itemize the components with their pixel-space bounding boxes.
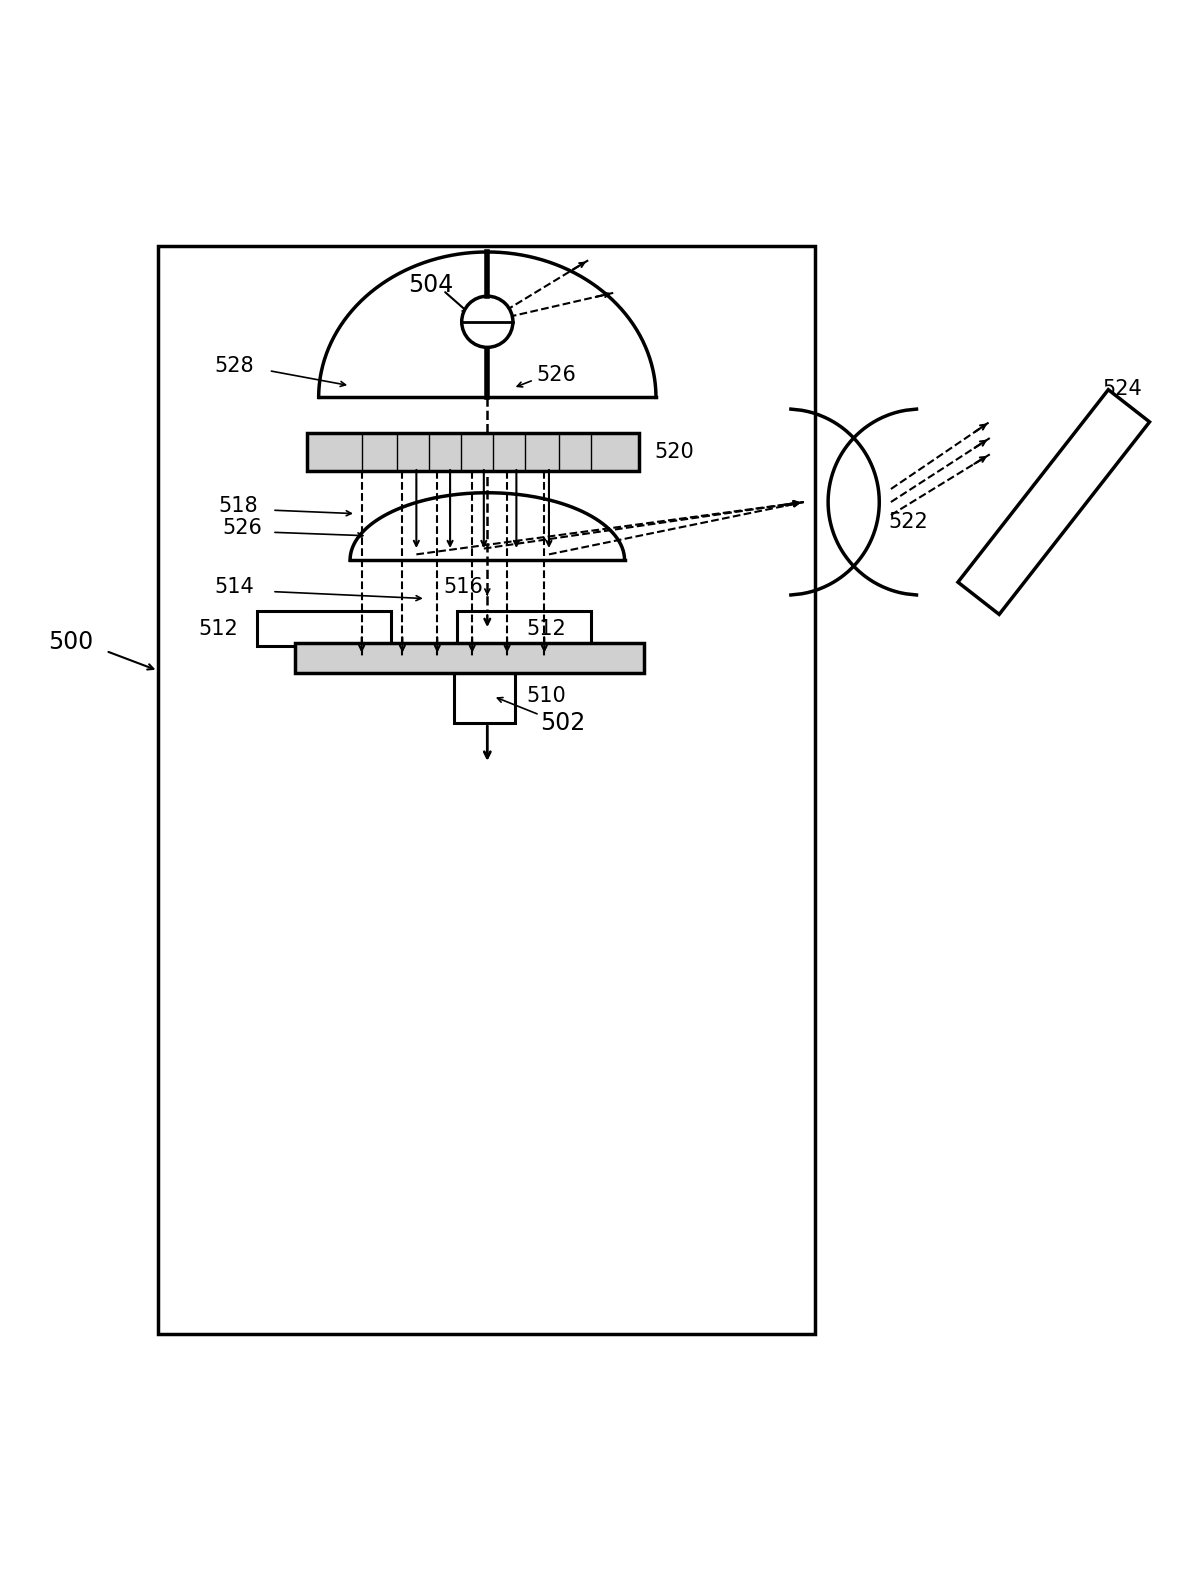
Text: 510: 510	[527, 686, 566, 707]
Text: 528: 528	[214, 356, 253, 376]
Text: 520: 520	[654, 442, 694, 463]
Text: 516: 516	[443, 578, 483, 597]
Text: 526: 526	[222, 518, 262, 538]
Text: 500: 500	[47, 630, 93, 653]
Text: 518: 518	[219, 496, 258, 516]
Text: 524: 524	[1103, 379, 1143, 400]
Text: 512: 512	[199, 619, 239, 639]
Bar	[295, 642, 644, 674]
Text: 526: 526	[537, 365, 576, 386]
Polygon shape	[958, 390, 1150, 614]
Bar	[158, 246, 816, 1333]
Text: 512: 512	[527, 619, 566, 639]
Bar	[307, 433, 638, 471]
Text: 522: 522	[889, 512, 929, 532]
Text: 514: 514	[214, 578, 254, 597]
Circle shape	[461, 296, 513, 348]
Text: 504: 504	[408, 272, 453, 296]
Bar	[457, 611, 591, 647]
Bar	[257, 611, 391, 647]
Bar	[453, 644, 516, 722]
Text: 502: 502	[539, 711, 585, 735]
